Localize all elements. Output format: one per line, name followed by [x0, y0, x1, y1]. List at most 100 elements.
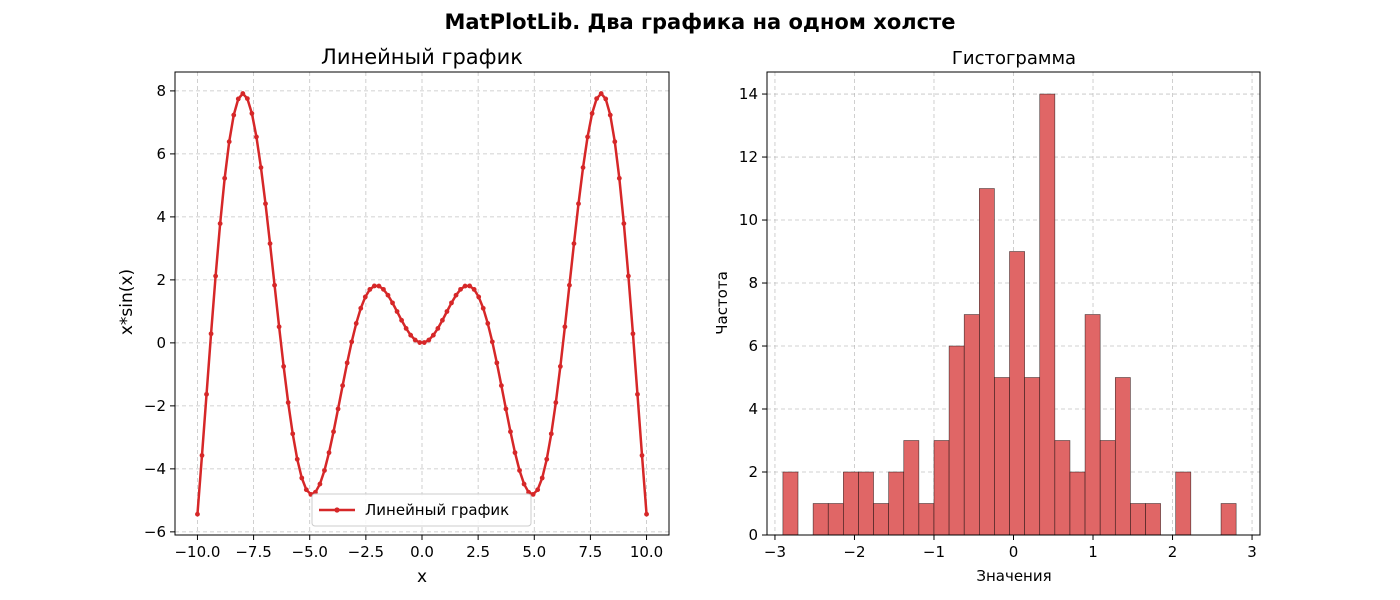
histogram-bar [994, 377, 1010, 536]
line-point [272, 282, 277, 288]
line-chart-y-tick-label: 8 [156, 82, 166, 100]
line-point [603, 96, 609, 102]
histogram-bar [948, 345, 965, 536]
line-point [571, 241, 577, 246]
line-point [503, 406, 509, 412]
histogram-bar [1099, 440, 1116, 536]
figure-suptitle: MatPlotLib. Два графика на одном холсте [444, 10, 955, 34]
line-point [231, 112, 237, 118]
line-point [557, 364, 563, 369]
line-point [285, 400, 291, 405]
histogram-chart: Гистограмма Значения Частота −3 −2 −1 0 1 2 30… [713, 48, 1261, 585]
line-chart-x-tick-label: −7.5 [235, 543, 271, 561]
line-chart-y-tick-label: 4 [156, 208, 166, 226]
line-point [344, 360, 350, 366]
line-point [476, 294, 482, 300]
line-point [331, 429, 336, 435]
line-point [353, 321, 359, 326]
histogram-bar [933, 440, 950, 536]
line-point [635, 391, 640, 397]
line-point [471, 287, 477, 292]
histogram-chart-x-tick-label: 3 [1247, 543, 1257, 561]
line-point [544, 456, 550, 462]
line-point [580, 165, 586, 170]
line-point [430, 332, 436, 338]
line-point [208, 331, 214, 337]
histogram-bar [1220, 503, 1237, 536]
line-point [317, 481, 323, 487]
histogram-bar [1024, 377, 1041, 536]
line-point [607, 112, 613, 118]
line-point [390, 300, 395, 306]
histogram-chart-x-tick-label: 1 [1088, 543, 1098, 561]
histogram-bars [782, 93, 1237, 536]
histogram-chart-y-tick-label: 14 [739, 85, 758, 103]
line-chart-x-tick-label: 0.0 [410, 543, 434, 561]
line-chart-y-tick-label: 6 [156, 145, 166, 163]
line-chart-legend: Линейный график [311, 493, 532, 527]
line-point [512, 450, 518, 456]
line-point [485, 321, 491, 326]
line-point [394, 309, 400, 314]
line-chart-x-tick-label: 7.5 [578, 543, 602, 561]
histogram-chart-x-tick-label: −2 [843, 543, 865, 561]
line-point [535, 487, 541, 493]
histogram-chart-y-tick-label: 2 [748, 463, 758, 481]
histogram-bar [873, 503, 889, 536]
histogram-chart-y-tick-label: 4 [748, 400, 758, 418]
line-point [322, 468, 327, 473]
line-point [303, 487, 309, 493]
histogram-chart-y-tick-label: 6 [748, 337, 758, 355]
line-point [249, 111, 255, 116]
histogram-bar [888, 471, 905, 536]
line-point [294, 456, 300, 462]
histogram-bar [1175, 471, 1192, 536]
histogram-bar [812, 503, 829, 536]
line-chart-y-tick-label: −2 [144, 397, 166, 415]
histogram-chart-y-tick-label: 0 [748, 526, 758, 544]
line-point [598, 91, 604, 96]
line-point [612, 139, 618, 145]
line-chart-y-tick-label: 0 [156, 334, 166, 352]
line-chart-y-tick-label: −4 [144, 460, 166, 478]
histogram-bar [918, 503, 935, 536]
histogram-chart-y-tick-label: 8 [748, 274, 758, 292]
line-series-markers [195, 91, 649, 517]
line-point [226, 139, 232, 145]
line-point [480, 305, 486, 311]
line-point [399, 317, 404, 323]
line-point [435, 326, 441, 331]
histogram-bar [1084, 314, 1101, 536]
histogram-bar [903, 440, 920, 536]
line-point [421, 340, 427, 345]
line-point [458, 286, 463, 292]
line-chart-x-tick-label: −5.0 [292, 543, 328, 561]
histogram-chart-x-tick-label: −1 [923, 543, 945, 561]
line-point [381, 286, 386, 292]
line-point [222, 175, 228, 181]
line-point [349, 339, 355, 345]
line-chart-y-axis-label: x*sin(x) [117, 269, 137, 335]
line-point [449, 300, 454, 306]
line-point [276, 324, 282, 330]
histogram-bar [858, 471, 874, 536]
line-point [621, 221, 627, 226]
line-point [326, 450, 332, 456]
line-point [626, 273, 631, 279]
histogram-bar [827, 503, 844, 536]
histogram-chart-y-tick-label: 12 [739, 148, 758, 166]
histogram-bar [1009, 251, 1025, 536]
line-chart: Линейный график x x*sin(x) −10.0 −7.5 −5.0… [117, 45, 670, 587]
legend-marker-swatch [334, 507, 340, 513]
line-point [521, 481, 527, 487]
line-point [217, 221, 223, 226]
line-point [199, 452, 205, 458]
line-chart-y-tick-label: 2 [156, 271, 166, 289]
line-point [335, 406, 341, 412]
histogram-chart-y-tick-label: 10 [739, 211, 758, 229]
histogram-chart-y-axis-label: Частота [713, 271, 731, 335]
line-point [367, 287, 373, 292]
line-point [299, 475, 305, 481]
line-point [195, 511, 200, 517]
